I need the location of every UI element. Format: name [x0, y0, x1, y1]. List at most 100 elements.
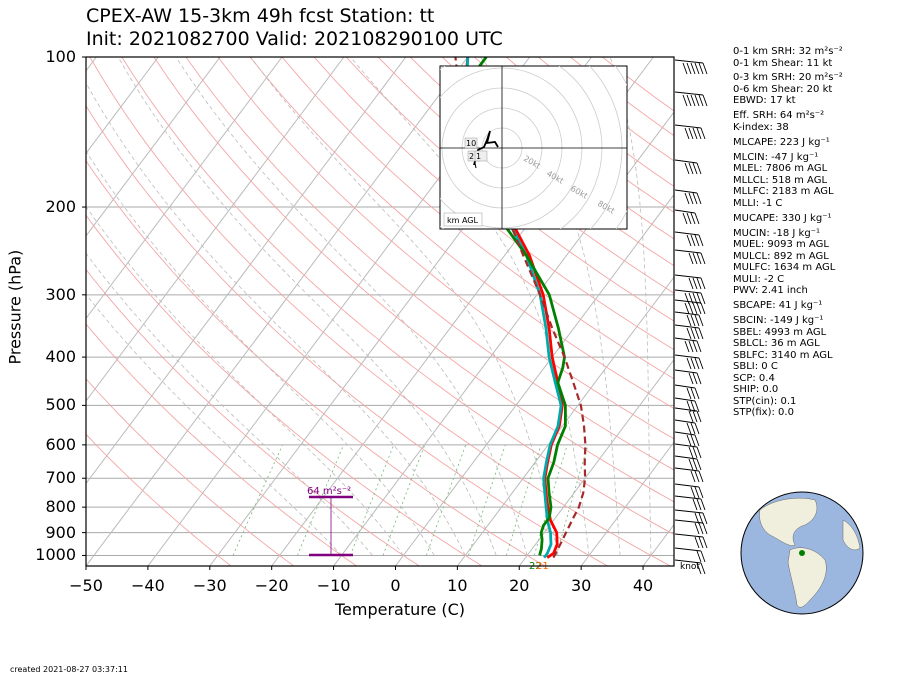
wind-barb-flag — [684, 340, 690, 353]
wind-barb — [674, 397, 696, 402]
wind-barb-flag — [700, 550, 706, 563]
isotherm-line — [86, 57, 221, 237]
index-readout: MUEL: 9093 m AGL — [733, 239, 829, 251]
wind-barb — [674, 209, 696, 214]
index-readout: SBEL: 4993 m AGL — [733, 326, 827, 338]
hodograph-legend-box — [443, 212, 483, 227]
index-readout: MULFC: 1634 m AGL — [733, 262, 836, 274]
wind-barb-flag — [698, 314, 704, 327]
wind-barb — [674, 431, 696, 436]
wind-barb-flag — [686, 387, 692, 400]
x-tick-label: −40 — [131, 576, 165, 595]
wind-barb-flag — [686, 357, 692, 370]
wind-barb-flag — [688, 340, 694, 353]
wind-barb-flag — [686, 314, 692, 327]
hodograph-legend: km AGL — [447, 216, 479, 225]
x-tick-label: 10 — [447, 576, 468, 595]
moist-adiabat — [86, 205, 404, 556]
wind-barb — [674, 337, 698, 342]
wind-barb-flag — [690, 327, 696, 340]
x-tick-label: 30 — [570, 576, 592, 595]
wind-barb-flag — [694, 470, 700, 483]
dry-adiabat — [86, 105, 608, 566]
station-location-marker — [799, 550, 805, 556]
wind-barb-flag — [696, 562, 702, 575]
wind-barb — [674, 91, 704, 96]
index-readout: SBCIN: -149 J kg⁻¹ — [733, 315, 824, 327]
dry-adiabat — [377, 57, 674, 294]
wind-barb-flag — [692, 458, 698, 471]
wind-barb-flag — [686, 234, 692, 247]
wind-barb — [674, 159, 698, 164]
moist-adiabat — [609, 57, 652, 556]
wind-barb-flag — [686, 94, 692, 107]
y-tick-label: 400 — [45, 347, 76, 367]
wind-barb-flag — [698, 470, 704, 483]
index-readout: MLCAPE: 223 J kg⁻¹ — [733, 136, 830, 148]
wind-barb-flag — [702, 94, 708, 107]
chart-title-line1: CPEX-AW 15-3km 49h fcst Station: tt — [86, 5, 435, 27]
wind-barb-flag — [686, 62, 692, 75]
dry-adiabat — [86, 268, 420, 566]
mixing-ratio-line — [468, 444, 506, 556]
wind-barb-flag — [686, 212, 692, 225]
isotherm-line — [518, 358, 674, 566]
x-tick-label: −50 — [69, 576, 103, 595]
y-axis-label: Pressure (hPa) — [5, 249, 25, 365]
wind-barb-flag — [700, 252, 706, 265]
moist-adiabat — [86, 150, 435, 556]
wind-barb — [674, 289, 702, 294]
index-readout: EBWD: 17 kt — [733, 95, 796, 107]
wind-barb-flag — [698, 357, 704, 370]
wind-barb-flag — [688, 127, 694, 140]
moist-adiabat — [86, 293, 342, 556]
dry-adiabat — [89, 57, 671, 566]
wind-barb-flag — [690, 434, 696, 447]
wind-barb — [674, 483, 700, 488]
wind-barb-flag — [692, 372, 698, 385]
wind-barb-flag — [698, 522, 704, 535]
wind-barb — [674, 407, 698, 412]
index-readout: MLEL: 7806 m AGL — [733, 163, 828, 175]
wind-barb-flag — [688, 372, 694, 385]
moist-adiabat — [480, 57, 621, 556]
wind-barb — [674, 455, 698, 460]
isotherm-line — [395, 193, 674, 566]
chart-title-line2: Init: 2021082700 Valid: 202108290100 UTC — [86, 28, 503, 50]
mixing-ratio-line — [505, 444, 542, 556]
wind-barb-flag — [696, 550, 702, 563]
index-readout: SBLFC: 3140 m AGL — [733, 349, 833, 361]
x-tick-label: −10 — [316, 576, 351, 595]
wind-barb — [674, 509, 704, 514]
hodograph-height-marker: 2 — [469, 152, 474, 161]
wind-barb-flag — [694, 62, 700, 75]
index-readout: SCP: 0.4 — [733, 372, 775, 384]
wind-barb-flag — [702, 62, 708, 75]
moist-adiabat — [349, 57, 590, 556]
index-readout: 0-1 km SRH: 32 m²s⁻² — [733, 46, 843, 57]
wind-barb-flag — [684, 292, 690, 305]
wind-barb-flag — [692, 302, 698, 315]
wind-barb — [674, 495, 702, 500]
dry-adiabat — [86, 433, 232, 566]
isotherm-line — [86, 57, 345, 402]
wind-barb-flag — [696, 410, 702, 423]
wind-barb-flag — [700, 277, 706, 290]
wind-barb-flag — [690, 357, 696, 370]
wind-barb-flag — [696, 127, 702, 140]
moist-adiabat — [175, 57, 528, 556]
wind-barb-flag — [698, 327, 704, 340]
index-readout: MUCIN: -18 J kg⁻¹ — [733, 227, 820, 239]
wind-barb — [674, 419, 696, 424]
globe-land-north-america — [759, 497, 818, 546]
index-readout: PWV: 2.41 inch — [733, 285, 808, 297]
wind-barb-flag — [692, 498, 698, 511]
wind-barb-flag — [692, 127, 698, 140]
wind-barb-flag — [688, 446, 694, 459]
wind-barb-flag — [692, 446, 698, 459]
wind-barb — [674, 533, 704, 538]
isotherm-line — [642, 523, 674, 566]
index-readout: MLLI: -1 C — [733, 197, 783, 209]
index-readout: K-index: 38 — [733, 121, 789, 133]
wind-barb-flag — [696, 302, 702, 315]
